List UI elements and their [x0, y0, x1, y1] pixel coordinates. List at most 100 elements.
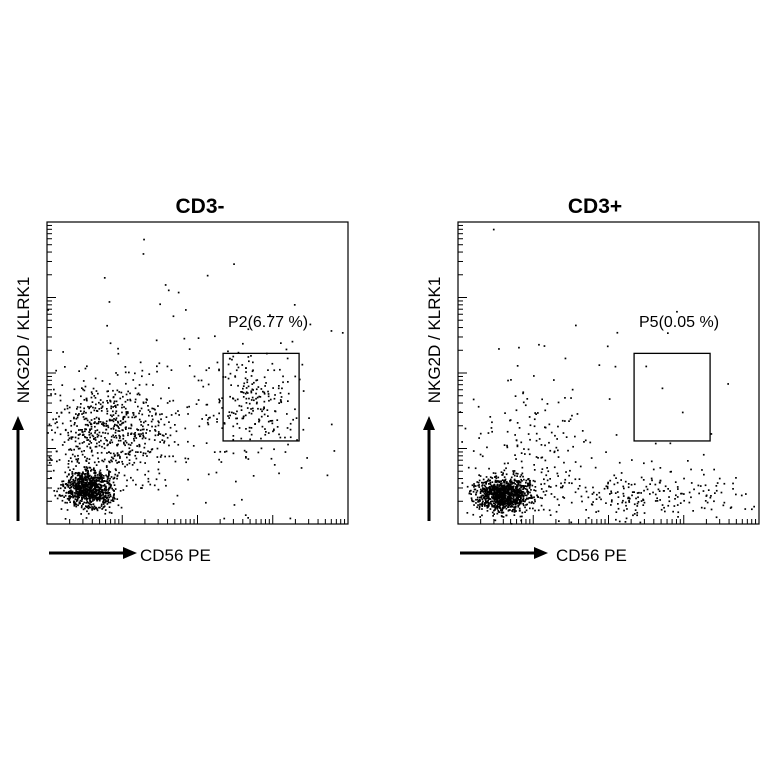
event-dot: [81, 489, 84, 492]
event-dot: [659, 479, 662, 482]
event-dot: [69, 457, 72, 459]
event-dot: [505, 473, 508, 476]
event-dot: [134, 398, 137, 401]
event-dot: [114, 412, 117, 415]
event-dot: [82, 485, 85, 488]
event-dot: [645, 485, 648, 488]
event-dot: [87, 493, 89, 496]
event-dot: [84, 492, 87, 494]
event-dot: [187, 440, 189, 443]
event-dot: [479, 498, 481, 501]
event-dot: [67, 466, 70, 469]
event-dot: [529, 491, 531, 494]
event-dot: [58, 459, 61, 461]
event-dot: [251, 396, 254, 399]
event-dot: [240, 391, 242, 393]
event-dot: [175, 430, 178, 433]
event-dot: [255, 388, 258, 391]
event-dot: [514, 495, 517, 497]
event-dot: [581, 430, 584, 432]
event-dot: [503, 493, 506, 496]
event-dot: [558, 504, 560, 506]
event-dot: [500, 497, 502, 499]
event-dot: [165, 433, 167, 435]
event-dot: [76, 445, 79, 448]
event-dot: [574, 478, 577, 481]
event-dot: [90, 503, 93, 506]
event-dot: [137, 405, 139, 408]
event-dot: [482, 482, 484, 484]
event-dot: [106, 390, 109, 393]
event-dot: [83, 507, 86, 510]
event-dot: [148, 414, 150, 417]
event-dot: [125, 411, 128, 413]
event-dot: [109, 461, 111, 464]
event-dot: [70, 496, 73, 498]
event-dot: [98, 472, 101, 475]
event-dot: [636, 492, 639, 494]
event-dot: [102, 497, 104, 499]
event-dot: [273, 464, 276, 466]
event-dot: [92, 498, 94, 501]
event-dot: [120, 391, 123, 394]
event-dot: [128, 451, 131, 453]
event-dot: [95, 422, 98, 425]
event-dot: [118, 434, 120, 437]
event-dot: [528, 501, 531, 504]
event-dot: [513, 491, 516, 494]
event-dot: [497, 509, 500, 512]
event-dot: [85, 482, 88, 485]
event-dot: [107, 494, 110, 497]
event-dot: [609, 493, 611, 495]
event-dot: [238, 427, 241, 429]
event-dot: [473, 484, 476, 487]
event-dot: [206, 421, 209, 424]
event-dot: [85, 476, 87, 479]
event-dot: [155, 478, 158, 481]
event-dot: [697, 484, 700, 487]
event-dot: [75, 458, 78, 461]
event-dot: [90, 432, 92, 435]
event-dot: [126, 399, 129, 401]
event-dot: [141, 413, 144, 416]
event-dot: [536, 495, 539, 498]
event-dot: [570, 397, 572, 399]
event-dot: [534, 489, 537, 492]
event-dot: [105, 480, 108, 482]
event-dot: [78, 472, 81, 475]
event-dot: [292, 418, 294, 421]
event-dot: [745, 493, 747, 495]
event-dot: [61, 384, 64, 386]
event-dot: [167, 289, 170, 292]
event-dot: [77, 437, 80, 440]
event-dot: [128, 447, 131, 450]
event-dot: [91, 484, 93, 487]
event-dot: [122, 418, 124, 421]
event-dot: [113, 436, 115, 439]
event-dot: [530, 495, 533, 498]
event-dot: [594, 466, 597, 469]
event-dot: [111, 441, 114, 444]
event-dot: [248, 430, 251, 433]
event-dot: [341, 332, 344, 334]
event-dot: [138, 433, 140, 435]
event-dot: [713, 500, 715, 503]
event-dot: [514, 501, 516, 504]
event-dot: [515, 458, 517, 460]
event-dot: [86, 474, 89, 476]
event-dot: [245, 371, 247, 373]
event-dot: [503, 462, 506, 465]
event-dot: [56, 497, 59, 500]
event-dot: [83, 490, 85, 493]
event-dot: [515, 472, 518, 475]
event-dot: [617, 507, 620, 510]
event-dot: [498, 500, 500, 503]
event-dot: [95, 485, 97, 487]
event-dot: [109, 471, 112, 473]
event-dot: [519, 492, 522, 494]
event-dot: [620, 472, 623, 474]
event-dot: [524, 404, 527, 407]
event-dot: [95, 489, 97, 491]
event-dot: [147, 470, 150, 473]
event-dot: [715, 489, 718, 492]
